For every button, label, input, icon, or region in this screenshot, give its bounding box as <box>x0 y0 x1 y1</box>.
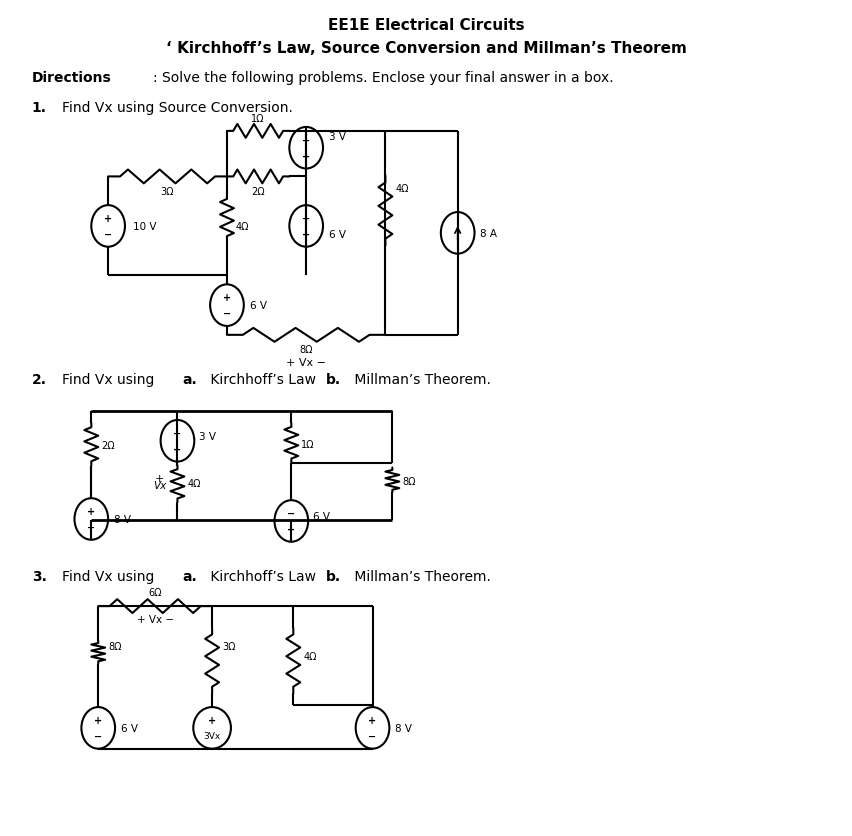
Text: −: − <box>95 731 102 741</box>
Text: −: − <box>368 731 377 741</box>
Text: +: + <box>287 524 296 534</box>
Text: 3 V: 3 V <box>329 132 346 141</box>
Text: 6Ω: 6Ω <box>148 588 162 598</box>
Text: b.: b. <box>326 569 341 584</box>
Text: Kirchhoff’s Law: Kirchhoff’s Law <box>206 569 320 584</box>
Text: Vx: Vx <box>153 481 166 491</box>
Text: Directions: Directions <box>32 71 112 85</box>
Text: 8 V: 8 V <box>395 723 412 733</box>
Text: 8 V: 8 V <box>114 514 131 524</box>
Text: 3Ω: 3Ω <box>222 641 235 651</box>
Text: −: − <box>104 230 112 240</box>
Text: Millman’s Theorem.: Millman’s Theorem. <box>350 373 491 387</box>
Text: 4Ω: 4Ω <box>187 479 201 489</box>
Text: ‘ Kirchhoff’s Law, Source Conversion and Millman’s Theorem: ‘ Kirchhoff’s Law, Source Conversion and… <box>165 41 687 56</box>
Text: 8 A: 8 A <box>481 228 498 238</box>
Text: +: + <box>302 151 310 161</box>
Text: : Solve the following problems. Enclose your final answer in a box.: : Solve the following problems. Enclose … <box>153 71 613 85</box>
Text: 8Ω: 8Ω <box>108 641 122 651</box>
Text: +: + <box>155 474 164 484</box>
Text: 2.: 2. <box>32 373 47 387</box>
Text: +: + <box>208 715 216 725</box>
Text: +: + <box>95 715 102 725</box>
Text: −: − <box>223 308 231 319</box>
Text: 10 V: 10 V <box>133 222 157 232</box>
Text: + Vx −: + Vx − <box>286 357 326 367</box>
Text: −: − <box>87 522 95 533</box>
Text: 1.: 1. <box>32 101 47 115</box>
Text: 3Vx: 3Vx <box>204 732 221 741</box>
Text: 6 V: 6 V <box>121 723 138 733</box>
Text: +: + <box>87 507 95 517</box>
Text: b.: b. <box>326 373 341 387</box>
Text: EE1E Electrical Circuits: EE1E Electrical Circuits <box>328 18 524 33</box>
Text: 3.: 3. <box>32 569 47 584</box>
Text: −: − <box>302 135 310 145</box>
Text: 4Ω: 4Ω <box>395 184 409 194</box>
Text: −: − <box>302 214 310 224</box>
Text: Find Vx using: Find Vx using <box>61 373 158 387</box>
Text: 1Ω: 1Ω <box>302 439 314 449</box>
Text: −: − <box>287 508 296 518</box>
Text: a.: a. <box>182 373 197 387</box>
Text: 8Ω: 8Ω <box>299 344 313 354</box>
Text: 6 V: 6 V <box>329 230 346 240</box>
Text: + Vx −: + Vx − <box>136 614 174 624</box>
Text: +: + <box>368 715 377 725</box>
Text: 2Ω: 2Ω <box>251 187 265 197</box>
Text: 4Ω: 4Ω <box>236 222 250 232</box>
Text: a.: a. <box>182 569 197 584</box>
Text: 4Ω: 4Ω <box>303 651 317 660</box>
Text: 1Ω: 1Ω <box>251 114 265 124</box>
Text: 2Ω: 2Ω <box>101 441 115 451</box>
Text: 6 V: 6 V <box>250 301 267 311</box>
Text: +: + <box>302 230 310 240</box>
Text: 3 V: 3 V <box>199 431 216 441</box>
Text: 6 V: 6 V <box>314 512 330 522</box>
Text: 8Ω: 8Ω <box>402 477 416 487</box>
Text: +: + <box>104 214 112 224</box>
Text: +: + <box>223 293 231 303</box>
Text: Find Vx using Source Conversion.: Find Vx using Source Conversion. <box>61 101 292 115</box>
Text: Kirchhoff’s Law: Kirchhoff’s Law <box>206 373 320 387</box>
Text: Millman’s Theorem.: Millman’s Theorem. <box>350 569 491 584</box>
Text: 3Ω: 3Ω <box>161 187 175 197</box>
Text: +: + <box>174 444 181 454</box>
Text: Find Vx using: Find Vx using <box>61 569 158 584</box>
Text: −: − <box>174 428 181 438</box>
